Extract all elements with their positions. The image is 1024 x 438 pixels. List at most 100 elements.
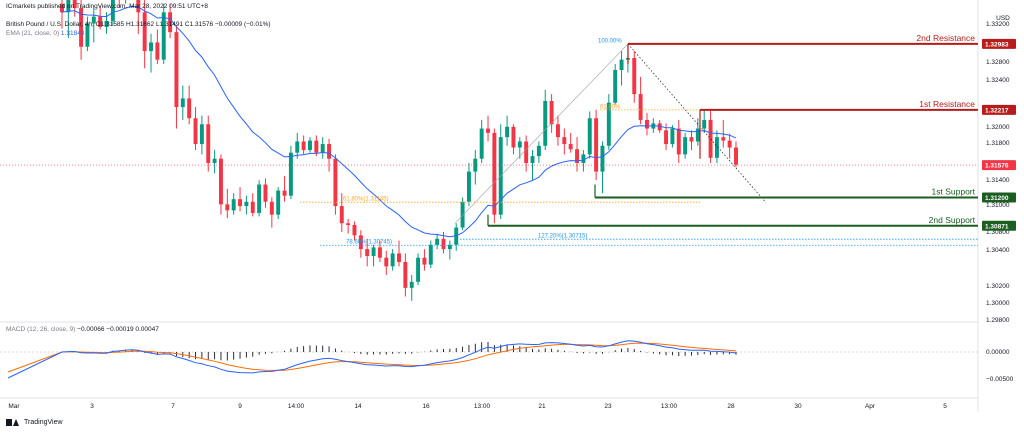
candle-body [384,257,389,267]
publisher-line: ICmarkets published on TradingView.com, … [6,3,209,10]
candle-body [555,124,560,138]
macd-line [7,340,737,379]
candle-body [377,247,382,258]
candle-body [645,119,649,129]
fib-level-label: 127.20%(1.30715) [538,234,587,240]
x-tick-label: Mar [8,403,20,410]
macd-y-tick: −0.00500 [986,376,1014,383]
candle-body [269,201,274,215]
candle-body [683,137,688,155]
level-price-tag [982,104,1016,115]
level-price-tag-label: 1.31200 [985,195,1009,202]
candle-body [276,190,281,215]
candle-body [238,199,243,207]
candle-body [505,126,510,138]
candle-body [104,20,109,27]
candle-body [168,12,173,33]
candle-body [225,204,230,211]
candle-body [371,247,376,256]
macd-signal-line [7,342,737,373]
candle-body [218,158,223,205]
macd-values: −0.00066 −0.00019 0.00047 [77,326,159,333]
candle-body [282,190,287,196]
candle-body [187,98,192,119]
tradingview-footer[interactable]: TradingView [6,418,63,427]
macd-legend: MACD (12, 26, close, 9) −0.00066 −0.0001… [6,326,159,334]
candle-body [473,158,478,172]
tradingview-logo-icon [6,418,20,427]
y-tick-label: 1.30200 [986,283,1010,290]
candle-body [734,147,738,165]
x-tick-label: 16 [422,403,430,410]
candle-body [174,32,179,108]
candle-body [91,16,96,24]
candle-body [161,12,166,60]
candle-body [333,158,338,207]
ema-label: EMA (21, close, 0) [6,30,60,37]
candle-body [295,141,300,153]
candle-body [530,156,535,163]
candle-body [308,140,312,151]
candle-body [492,132,497,215]
level-price-tag [982,38,1016,49]
x-tick-label: 28 [727,403,735,410]
x-tick-label: 14 [354,403,362,410]
x-tick-label: 30 [794,403,802,410]
candle-body [66,0,71,13]
candle-body [594,118,599,172]
candle-body [613,70,618,103]
candle-body [708,119,713,158]
candle-body [549,101,554,125]
candle-body [581,154,586,163]
candle-body [346,223,351,225]
candle-body [606,102,611,146]
candle-body [670,128,675,145]
candle-body [524,141,529,163]
candle-body [193,118,198,145]
ema-value: 1.31843 [60,30,85,37]
candle-body [199,124,204,145]
x-tick-label: 21 [538,403,546,410]
candle-body [320,144,325,153]
fib-trend-line [454,43,629,224]
macd-label: MACD (12, 26, close, 9) [6,326,76,333]
candle-body [447,244,452,250]
candle-body [85,23,90,47]
candle-body [587,118,592,155]
candle-body [657,123,662,131]
footer-brand: TradingView [24,419,63,426]
candle-body [314,140,319,153]
candle-body [714,137,719,158]
candle-body [511,126,516,148]
symbol-name: British Pound / U.S. Dollar, 4h, [6,21,94,28]
candle-body [428,244,433,265]
y-tick-label: 1.29800 [986,317,1010,324]
candle-body [149,42,153,52]
candle-body [695,128,700,142]
y-tick-label: 1.31000 [986,202,1010,209]
candle-body [352,225,357,236]
level-price-tag-label: 1.32983 [985,41,1009,48]
candle-body [288,152,293,196]
candle-body [339,206,344,224]
candle-body [575,149,580,163]
y-tick-label: 1.32400 [986,77,1010,84]
y-tick-label: 1.31400 [986,177,1010,184]
candle-body [676,128,681,155]
candle-body [568,144,573,150]
x-tick-label: 3 [90,403,94,410]
candle-body [466,171,471,202]
y-tick-label: 1.32000 [986,124,1010,131]
y-tick-label: 1.33200 [986,21,1010,28]
candle-body [244,201,249,207]
candle-body [486,128,490,133]
level-price-tag-label: 1.30871 [985,223,1009,230]
y-tick-label: 1.30800 [986,229,1010,236]
candle-body [435,238,440,245]
last-price-tag-label: 1.31576 [985,163,1009,170]
candle-body [231,199,236,211]
y-tick-label: 1.31800 [986,140,1010,147]
candle-body [727,140,732,148]
